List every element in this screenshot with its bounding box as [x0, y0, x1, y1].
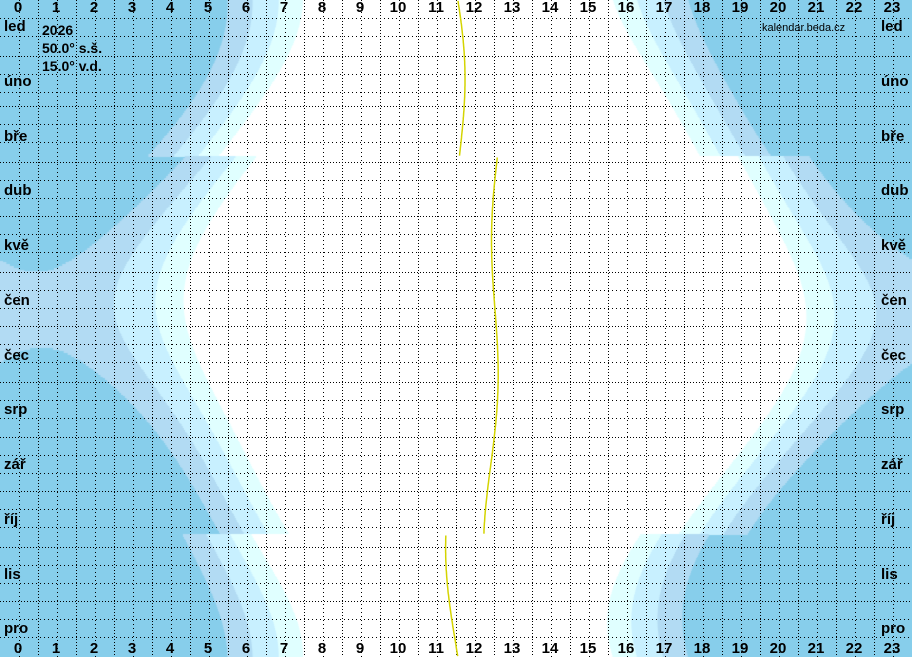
hour-label-bottom: 6: [241, 640, 251, 657]
hour-label-top: 7: [279, 0, 289, 16]
hour-label-top: 6: [241, 0, 251, 16]
month-label-right: led: [881, 18, 903, 35]
hour-label-top: 5: [203, 0, 213, 16]
month-label-right: bře: [881, 127, 905, 145]
hour-label-top: 18: [693, 0, 711, 16]
hour-label-bottom: 21: [807, 640, 825, 657]
month-label-right: úno: [881, 72, 909, 90]
hour-label-top: 20: [769, 0, 787, 16]
hour-label-bottom: 8: [317, 640, 327, 657]
hour-label-top: 10: [389, 0, 407, 16]
month-label-right: dub: [881, 182, 909, 200]
hour-label-bottom: 22: [845, 640, 863, 657]
hour-label-top: 0: [13, 0, 23, 16]
month-label-right: lis: [881, 565, 898, 583]
hour-label-bottom: 10: [389, 640, 407, 657]
month-label-left: bře: [4, 127, 28, 145]
hour-label-top: 3: [127, 0, 137, 16]
watermark: kalendar.beda.cz: [762, 22, 846, 34]
hour-label-top: 11: [428, 0, 444, 16]
month-label-right: čen: [881, 291, 907, 309]
month-label-left: kvě: [4, 237, 30, 254]
hour-label-bottom: 20: [769, 640, 787, 657]
hour-label-bottom: 7: [279, 640, 289, 657]
hour-label-bottom: 23: [883, 640, 901, 657]
hour-label-bottom: 3: [127, 640, 137, 657]
solar-noon-line: [444, 535, 459, 657]
hour-label-bottom: 4: [165, 640, 175, 657]
hour-label-bottom: 16: [617, 640, 635, 657]
hour-label-bottom: 9: [355, 640, 365, 657]
hour-label-bottom: 15: [579, 640, 597, 657]
hour-label-top: 12: [465, 0, 483, 16]
hour-label-top: 21: [807, 0, 825, 16]
hour-label-bottom: 11: [428, 640, 444, 657]
hour-label-top: 1: [51, 0, 61, 16]
hour-label-top: 15: [579, 0, 597, 16]
hour-label-top: 23: [883, 0, 901, 16]
hour-label-bottom: 17: [655, 640, 673, 657]
month-label-left: lis: [4, 565, 21, 583]
hour-label-bottom: 12: [465, 640, 483, 657]
hour-label-top: 14: [541, 0, 559, 16]
hour-label-bottom: 14: [541, 640, 559, 657]
hour-label-bottom: 2: [89, 640, 99, 657]
month-label-left: zář: [4, 456, 26, 473]
year-label: 2026: [42, 22, 74, 38]
hour-label-bottom: 0: [13, 640, 23, 657]
month-label-right: zář: [881, 456, 903, 473]
month-label-right: říj: [881, 510, 896, 528]
hour-label-bottom: 13: [503, 640, 521, 657]
month-label-right: kvě: [881, 237, 907, 254]
month-label-right: pro: [881, 620, 906, 638]
month-label-left: dub: [4, 182, 32, 200]
hour-label-bottom: 18: [693, 640, 711, 657]
month-label-left: úno: [4, 72, 32, 90]
month-label-left: led: [4, 18, 26, 35]
month-label-left: čen: [4, 291, 30, 309]
hour-label-top: 17: [655, 0, 673, 16]
month-label-left: říj: [4, 510, 19, 528]
hour-label-top: 4: [165, 0, 175, 16]
hour-label-top: 19: [731, 0, 749, 16]
hour-label-bottom: 19: [731, 640, 749, 657]
month-label-left: čec: [4, 346, 30, 364]
longitude-label: 15.0° v.d.: [42, 58, 102, 74]
hour-label-top: 9: [355, 0, 365, 16]
hour-label-bottom: 1: [51, 640, 61, 657]
solar-noon-line: [457, 0, 466, 156]
hour-label-top: 16: [617, 0, 635, 16]
month-label-left: srp: [4, 401, 28, 419]
hour-label-top: 13: [503, 0, 521, 16]
month-label-right: čec: [881, 346, 907, 364]
hour-label-top: 8: [317, 0, 327, 16]
hour-label-top: 22: [845, 0, 863, 16]
hour-label-bottom: 5: [203, 640, 213, 657]
solar-noon-line: [483, 157, 499, 534]
month-label-right: srp: [881, 401, 905, 419]
month-label-left: pro: [4, 620, 29, 638]
latitude-label: 50.0° s.š.: [42, 40, 103, 56]
hour-label-top: 2: [89, 0, 99, 16]
